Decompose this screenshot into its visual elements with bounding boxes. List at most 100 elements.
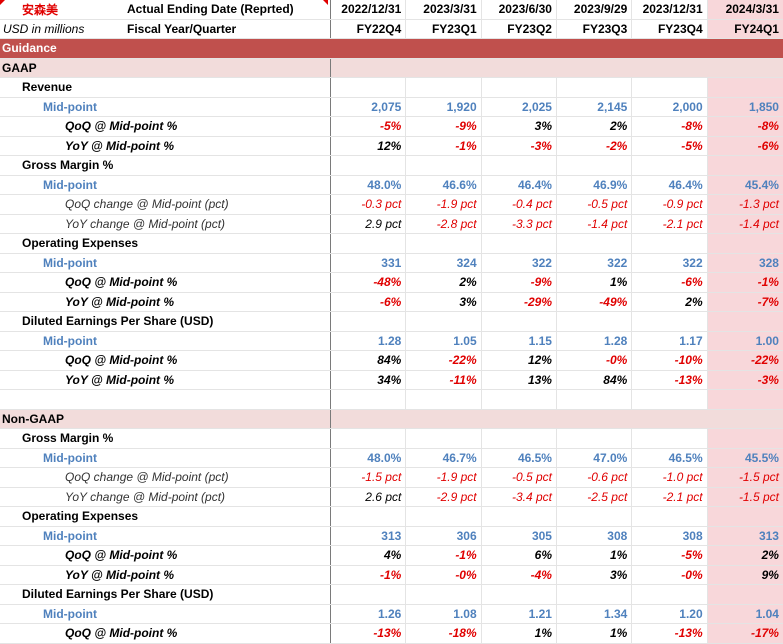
value-cell[interactable]: -48% xyxy=(331,273,407,292)
row-label-cell[interactable]: QoQ @ Mid-point % xyxy=(0,624,331,643)
value-cell[interactable]: 305 xyxy=(482,526,557,545)
header-label-cell[interactable]: USD in millions Fiscal Year/Quarter xyxy=(0,19,331,38)
value-cell[interactable] xyxy=(707,429,783,448)
value-cell[interactable] xyxy=(632,39,707,58)
row-label-cell[interactable]: Mid-point xyxy=(0,331,331,350)
row-label-cell[interactable]: Mid-point xyxy=(0,448,331,467)
value-cell[interactable]: 2% xyxy=(557,117,633,136)
value-cell[interactable] xyxy=(707,507,783,526)
value-cell[interactable]: 1.05 xyxy=(406,331,482,350)
value-cell[interactable] xyxy=(632,585,708,604)
row-label-cell[interactable]: Operating Expenses xyxy=(0,507,331,526)
value-cell[interactable]: -5% xyxy=(632,136,708,155)
row-label-cell[interactable]: GAAP xyxy=(0,58,331,77)
value-cell[interactable]: -5% xyxy=(632,546,708,565)
value-cell[interactable]: 1.34 xyxy=(557,604,633,623)
header-quarter-cell[interactable]: FY23Q3 xyxy=(557,19,633,38)
row-label-cell[interactable]: YoY change @ Mid-point (pct) xyxy=(0,214,331,233)
row-label-cell[interactable]: Guidance xyxy=(0,39,331,58)
value-cell[interactable] xyxy=(557,410,632,429)
value-cell[interactable] xyxy=(632,59,707,78)
value-cell[interactable]: -6% xyxy=(632,273,708,292)
value-cell[interactable]: 1,850 xyxy=(707,97,783,116)
value-cell[interactable]: -6% xyxy=(331,292,407,311)
value-cell[interactable] xyxy=(482,585,557,604)
value-cell[interactable]: -0% xyxy=(632,565,708,584)
value-cell[interactable]: 1% xyxy=(482,624,557,643)
value-cell[interactable]: -9% xyxy=(406,117,482,136)
value-cell[interactable]: 12% xyxy=(331,136,407,155)
value-cell[interactable] xyxy=(331,429,407,448)
row-label-cell[interactable]: Revenue xyxy=(0,78,331,97)
row-label-cell[interactable]: YoY @ Mid-point % xyxy=(0,292,331,311)
value-cell[interactable]: -3% xyxy=(707,370,783,389)
row-label-cell[interactable] xyxy=(0,390,331,409)
header-quarter-cell[interactable]: FY23Q1 xyxy=(406,19,482,38)
value-cell[interactable]: -29% xyxy=(482,292,557,311)
row-label-cell[interactable]: Mid-point xyxy=(0,526,331,545)
value-cell[interactable] xyxy=(482,156,557,175)
value-cell[interactable] xyxy=(482,410,557,429)
value-cell[interactable] xyxy=(482,429,557,448)
value-cell[interactable]: 46.4% xyxy=(482,175,557,194)
value-cell[interactable] xyxy=(331,312,407,331)
value-cell[interactable] xyxy=(557,585,633,604)
row-label-cell[interactable]: Mid-point xyxy=(0,175,331,194)
row-label-cell[interactable]: Diluted Earnings Per Share (USD) xyxy=(0,585,331,604)
value-cell[interactable]: 2,000 xyxy=(632,97,708,116)
row-label-cell[interactable]: QoQ @ Mid-point % xyxy=(0,117,331,136)
row-label-cell[interactable]: Gross Margin % xyxy=(0,156,331,175)
value-cell[interactable] xyxy=(632,410,707,429)
value-cell[interactable]: 46.9% xyxy=(557,175,633,194)
header-quarter-cell[interactable]: FY22Q4 xyxy=(331,19,407,38)
value-cell[interactable]: 1.26 xyxy=(331,604,407,623)
value-cell[interactable]: -1.0 pct xyxy=(632,468,708,487)
value-cell[interactable]: 1.08 xyxy=(406,604,482,623)
value-cell[interactable]: 46.5% xyxy=(482,448,557,467)
value-cell[interactable]: -0.6 pct xyxy=(557,468,633,487)
header-date-cell[interactable]: 2022/12/31 xyxy=(331,0,407,19)
value-cell[interactable]: -0.3 pct xyxy=(331,195,407,214)
header-date-cell[interactable]: 2023/3/31 xyxy=(406,0,482,19)
value-cell[interactable]: -1.9 pct xyxy=(406,468,482,487)
value-cell[interactable] xyxy=(632,507,708,526)
value-cell[interactable]: 45.4% xyxy=(707,175,783,194)
value-cell[interactable] xyxy=(632,78,708,97)
value-cell[interactable]: -1.5 pct xyxy=(331,468,407,487)
value-cell[interactable]: 48.0% xyxy=(331,175,407,194)
value-cell[interactable]: 3% xyxy=(406,292,482,311)
value-cell[interactable]: -8% xyxy=(632,117,708,136)
value-cell[interactable]: 1.21 xyxy=(482,604,557,623)
value-cell[interactable]: -6% xyxy=(707,136,783,155)
value-cell[interactable]: 2,145 xyxy=(557,97,633,116)
value-cell[interactable]: -5% xyxy=(331,117,407,136)
value-cell[interactable] xyxy=(632,429,708,448)
value-cell[interactable] xyxy=(557,312,633,331)
value-cell[interactable] xyxy=(406,585,482,604)
value-cell[interactable] xyxy=(331,59,406,78)
value-cell[interactable]: -1.4 pct xyxy=(707,214,783,233)
value-cell[interactable]: -3% xyxy=(482,136,557,155)
value-cell[interactable]: 1.00 xyxy=(707,331,783,350)
value-cell[interactable]: 47.0% xyxy=(557,448,633,467)
value-cell[interactable]: 3% xyxy=(557,565,633,584)
value-cell[interactable]: 324 xyxy=(406,253,482,272)
value-cell[interactable]: 45.5% xyxy=(707,448,783,467)
value-cell[interactable] xyxy=(331,410,406,429)
value-cell[interactable]: 1.17 xyxy=(632,331,708,350)
value-cell[interactable]: -1.9 pct xyxy=(406,195,482,214)
value-cell[interactable]: 1% xyxy=(557,273,633,292)
header-quarter-cell[interactable]: FY23Q4 xyxy=(632,19,708,38)
value-cell[interactable]: 1,920 xyxy=(406,97,482,116)
value-cell[interactable]: 1% xyxy=(557,624,633,643)
value-cell[interactable] xyxy=(708,410,783,429)
value-cell[interactable]: -10% xyxy=(632,351,708,370)
value-cell[interactable]: 34% xyxy=(331,370,407,389)
value-cell[interactable] xyxy=(482,39,557,58)
value-cell[interactable]: -1.4 pct xyxy=(557,214,633,233)
value-cell[interactable]: 84% xyxy=(557,370,633,389)
row-label-cell[interactable]: YoY @ Mid-point % xyxy=(0,136,331,155)
value-cell[interactable]: 1.20 xyxy=(632,604,708,623)
value-cell[interactable]: 2.9 pct xyxy=(331,214,407,233)
value-cell[interactable]: -17% xyxy=(707,624,783,643)
